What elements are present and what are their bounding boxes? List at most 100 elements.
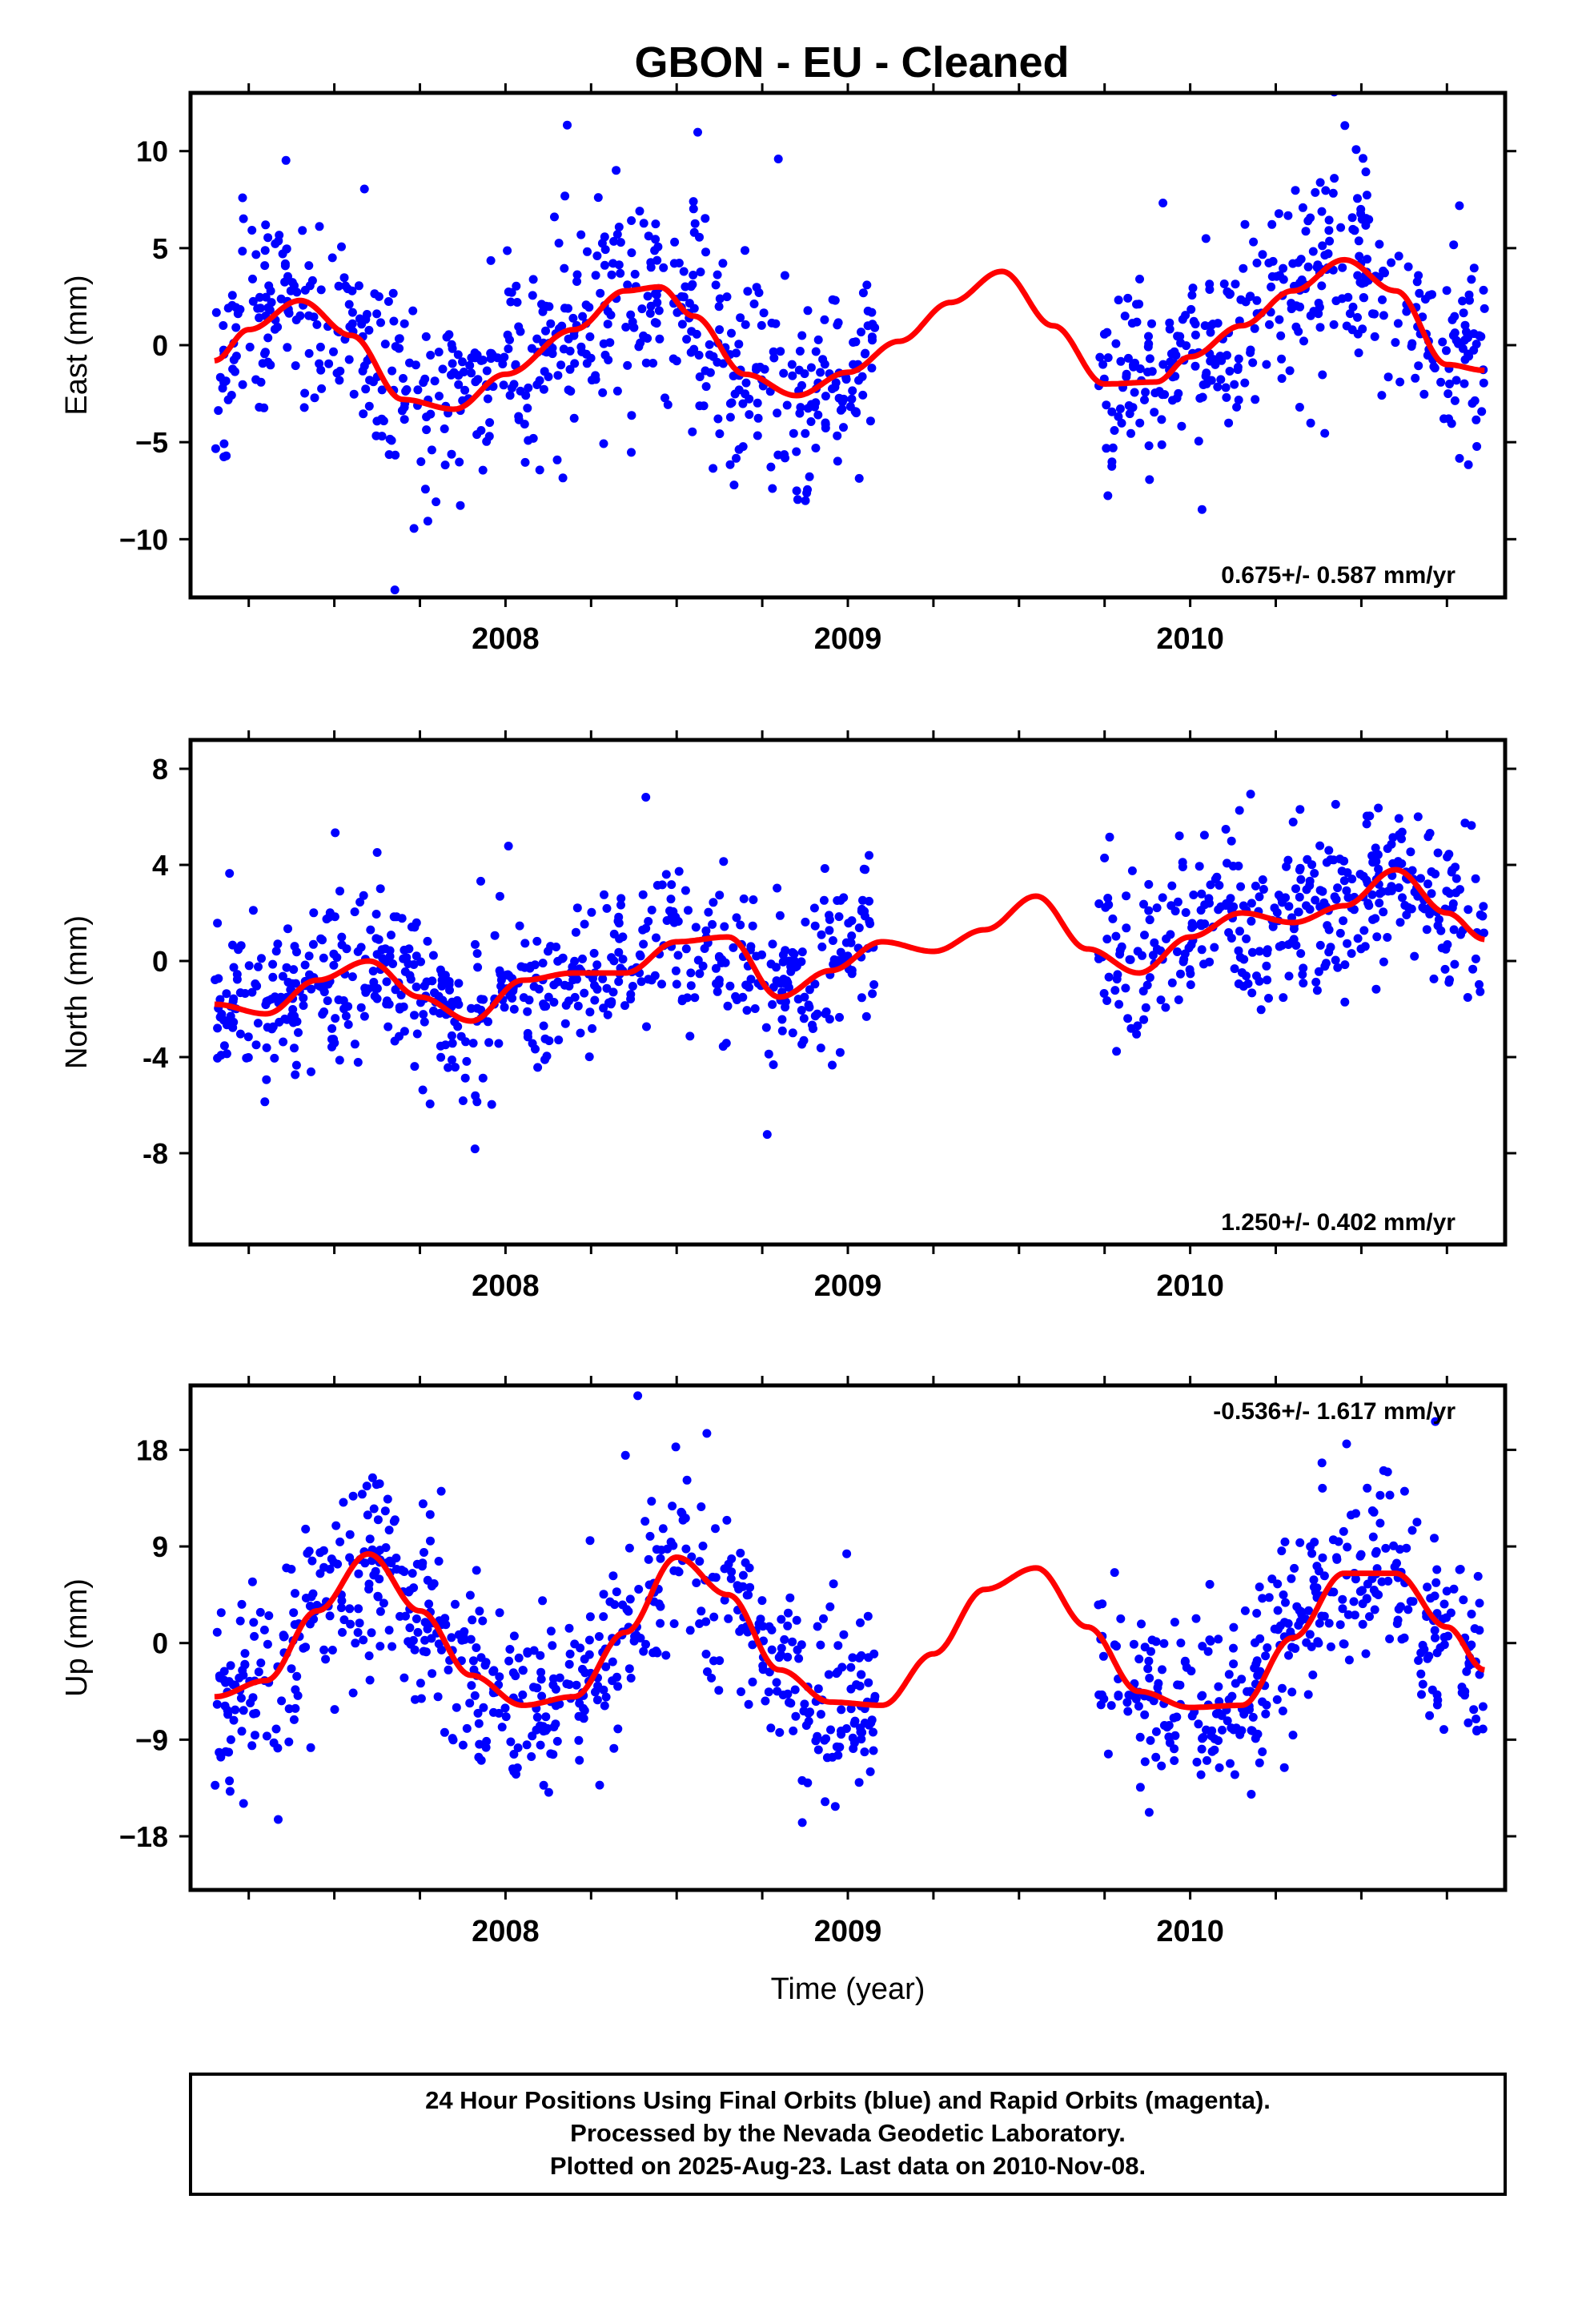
data-point: [239, 1706, 248, 1715]
data-point: [1135, 418, 1145, 428]
data-point: [420, 981, 429, 991]
data-point: [854, 473, 864, 483]
data-point: [1307, 860, 1317, 870]
data-point: [1261, 1709, 1271, 1719]
data-point: [276, 294, 286, 304]
data-point: [1359, 154, 1367, 163]
data-point: [789, 428, 798, 438]
data-point: [800, 1699, 809, 1709]
data-point: [315, 222, 324, 231]
data-point: [512, 1770, 520, 1779]
data-point: [800, 992, 809, 1002]
data-point: [339, 1498, 348, 1507]
data-point: [1173, 897, 1182, 907]
data-point: [689, 271, 698, 279]
data-point: [687, 1552, 697, 1562]
data-point: [1219, 279, 1229, 288]
data-point: [768, 484, 777, 493]
data-point: [345, 1530, 355, 1539]
data-point: [1458, 344, 1468, 353]
data-point: [371, 934, 381, 943]
data-point: [282, 963, 291, 972]
data-point: [489, 1666, 499, 1675]
data-point: [1385, 1490, 1395, 1500]
data-point: [1307, 1642, 1316, 1651]
data-point: [1370, 1605, 1379, 1614]
data-point: [1299, 979, 1308, 988]
data-point: [327, 1646, 337, 1655]
data-point: [1358, 1586, 1367, 1595]
data-point: [690, 219, 700, 228]
data-point: [1449, 240, 1459, 250]
data-point: [1362, 1594, 1371, 1603]
data-point: [1306, 213, 1315, 223]
data-point: [211, 444, 220, 453]
data-point: [608, 1657, 617, 1667]
data-point: [1442, 286, 1452, 296]
data-point: [1448, 331, 1458, 340]
data-point: [404, 1637, 413, 1647]
data-point: [1311, 187, 1320, 197]
data-point: [575, 1699, 584, 1708]
data-point: [715, 1656, 725, 1666]
data-point: [1288, 818, 1298, 826]
data-point: [344, 355, 354, 364]
data-point: [409, 524, 419, 533]
data-point: [714, 302, 724, 312]
data-point: [1379, 311, 1388, 320]
rate-annotation: -0.536+/- 1.617 mm/yr: [1213, 1398, 1456, 1425]
data-point: [1165, 318, 1174, 328]
data-point: [1156, 995, 1166, 1005]
data-point: [704, 907, 713, 917]
data-point: [1309, 1575, 1319, 1585]
data-point: [1151, 1752, 1161, 1762]
data-point: [1315, 1618, 1324, 1628]
data-point: [805, 472, 814, 481]
data-point: [1321, 186, 1331, 195]
data-point: [669, 354, 678, 364]
data-point: [430, 376, 440, 386]
data-point: [869, 1727, 877, 1737]
data-point: [1335, 1620, 1345, 1630]
data-point: [237, 1727, 247, 1736]
data-point: [343, 1019, 353, 1029]
data-point: [831, 378, 841, 388]
data-point: [255, 313, 264, 323]
data-point: [1279, 993, 1288, 1003]
data-point: [1450, 959, 1460, 969]
data-point: [565, 364, 575, 374]
data-point: [600, 890, 608, 899]
data-point: [769, 983, 778, 992]
data-point: [719, 857, 729, 866]
data-point: [1177, 421, 1186, 431]
data-point: [1336, 223, 1346, 232]
data-point: [1187, 923, 1197, 932]
data-point: [856, 1723, 865, 1733]
plot-frame: [188, 738, 1508, 1247]
data-point: [632, 1630, 641, 1640]
data-point: [1339, 916, 1348, 926]
data-point: [1363, 255, 1372, 264]
data-point: [1348, 302, 1358, 312]
data-point: [652, 1545, 661, 1554]
data-point: [1315, 940, 1325, 950]
data-point: [1229, 1659, 1239, 1669]
data-point: [523, 404, 532, 413]
data-point: [1140, 931, 1149, 940]
data-point: [532, 1712, 542, 1722]
data-point: [1243, 1687, 1252, 1696]
data-point: [666, 895, 676, 904]
data-point: [288, 1005, 298, 1014]
data-point: [498, 360, 508, 368]
data-point: [221, 376, 231, 386]
data-point: [275, 1017, 284, 1027]
data-point: [591, 271, 600, 280]
data-point: [711, 1524, 720, 1534]
data-point: [1371, 984, 1381, 994]
data-point: [472, 1566, 481, 1575]
data-point: [813, 1684, 823, 1694]
data-point: [518, 1666, 528, 1675]
data-point: [847, 394, 857, 404]
data-point: [1395, 377, 1405, 387]
data-point: [1324, 1618, 1334, 1628]
